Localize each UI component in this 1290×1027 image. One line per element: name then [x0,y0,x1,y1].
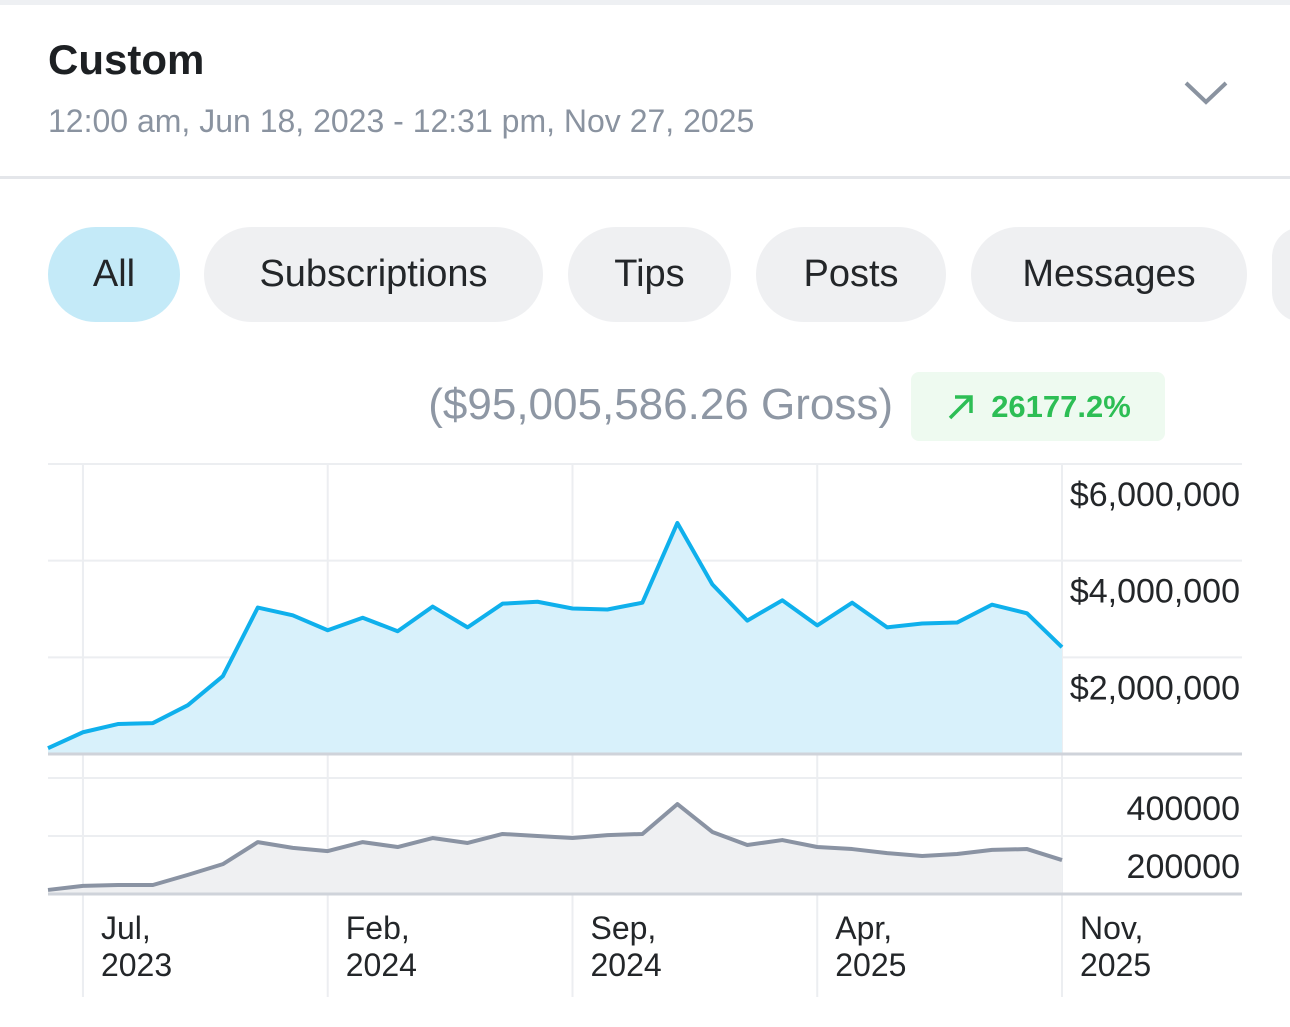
y-tick-label: $2,000,000 [1070,669,1240,707]
tab[interactable]: Posts [756,227,946,322]
x-tick-label: Nov, 2025 [1080,910,1152,983]
y-tick-label: 400000 [1127,790,1240,828]
change-badge: 26177.2% [911,372,1165,441]
x-tick-label: Feb, 2024 [345,910,417,983]
tab[interactable]: Subscriptions [204,227,543,322]
line [47,520,1064,751]
tab[interactable] [1272,227,1290,322]
y-tick-label: $6,000,000 [1070,476,1240,514]
top-strip [0,0,1290,5]
change-percent: 26177.2% [991,388,1131,424]
up-arrow-icon [948,394,973,419]
dropdown-chevron[interactable] [1180,75,1232,109]
area-fill [48,522,1062,754]
period-title: Custom [48,36,205,83]
line [47,802,1063,892]
x-tick-label: Sep, 2024 [590,910,662,983]
tab[interactable]: Tips [568,227,731,322]
y-tick-label: $4,000,000 [1070,573,1240,611]
divider [0,176,1290,179]
area-fill [48,804,1062,894]
x-tick-label: Apr, 2025 [835,910,907,983]
y-tick-label: 200000 [1127,848,1240,886]
tab[interactable]: Messages [971,227,1247,322]
x-tick-label: Jul, 2023 [100,910,173,983]
tab[interactable]: All [48,227,180,322]
gross-total: ($95,005,586.26 Gross) [428,380,893,429]
date-range: 12:00 am, Jun 18, 2023 - 12:31 pm, Nov 2… [48,103,755,139]
